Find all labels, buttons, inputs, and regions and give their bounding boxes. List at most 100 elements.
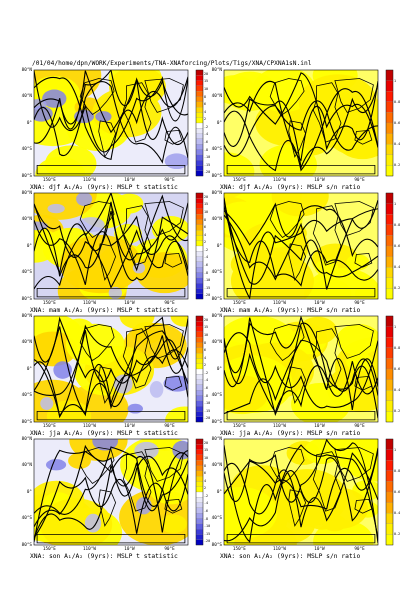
map-frame	[33, 192, 189, 300]
colorbar-segment	[195, 214, 204, 220]
latitude-label: 40°S	[21, 270, 32, 275]
contour-line	[224, 439, 378, 544]
positive-region	[224, 152, 255, 176]
longitude-label: 10°W	[314, 424, 325, 429]
colorbar-segment	[385, 112, 394, 124]
colorbar-segment	[385, 400, 394, 412]
coastline	[122, 205, 152, 266]
negative-region	[40, 397, 54, 411]
coastline	[122, 82, 152, 143]
colorbar-segment	[385, 91, 394, 102]
contour-line	[224, 199, 378, 290]
latitude-label: 40°N	[21, 340, 32, 345]
colorbar-tick-label: 0.8	[394, 222, 401, 227]
colorbar-tick-label: -4	[204, 255, 209, 260]
colorbar-tick-label: 8	[204, 94, 207, 99]
colorbar-segment	[385, 347, 394, 359]
colorbar-tick-label: 8	[204, 340, 207, 345]
panel-title: XNA: jja A₁/A₂ (9yrs): MSLP s/n ratio	[220, 430, 361, 437]
longitude-label: 10°W	[314, 547, 325, 552]
colorbar-segment	[385, 449, 394, 461]
colorbar-segment	[195, 528, 204, 535]
map-panel-son-tstat	[33, 438, 204, 546]
coastline	[334, 78, 374, 113]
colorbar-tick-label: 20	[204, 71, 209, 76]
longitude-label: 90°E	[164, 301, 175, 306]
latitude-label: 40°S	[211, 516, 222, 521]
negative-region	[77, 217, 105, 233]
colorbar-segment	[385, 523, 394, 535]
contour-line	[34, 462, 188, 539]
latitude-label: 80°N	[21, 313, 32, 319]
longitude-label: 110°W	[272, 178, 286, 183]
contour-line	[224, 100, 378, 157]
contour-line	[224, 316, 378, 411]
panel-title: XNA: jja A₁/A₂ (9yrs): MSLP t statistic	[30, 430, 178, 437]
colorbar-tick-label: 15	[204, 202, 209, 207]
longitude-label: 150°E	[232, 301, 246, 306]
positive-region	[271, 193, 329, 217]
colorbar-tick-label: 20	[204, 440, 209, 445]
colorbar-segment	[195, 96, 204, 102]
coastline	[354, 375, 373, 391]
negative-region	[149, 381, 164, 398]
colorbar-segment	[195, 449, 204, 456]
coastline	[269, 324, 305, 362]
colorbar-segment	[385, 315, 394, 327]
colorbar-segment	[195, 353, 204, 359]
colorbar-tick-label: -4	[204, 378, 209, 383]
latitude-label: 80°N	[211, 67, 222, 73]
negative-region	[74, 109, 95, 124]
colorbar-segment	[385, 192, 394, 204]
colorbar-frame	[385, 315, 394, 423]
coastline	[79, 447, 115, 485]
colorbar-frame	[195, 438, 204, 546]
coastline	[312, 451, 342, 512]
positive-region	[257, 220, 296, 248]
negative-region	[135, 497, 152, 515]
positive-region	[343, 439, 378, 482]
colorbar-tick-label: 15	[204, 79, 209, 84]
colorbar-segment	[195, 347, 204, 354]
colorbar-segment	[195, 208, 204, 215]
longitude-label: 10°W	[124, 178, 135, 183]
colorbar-tick-label: 8	[204, 217, 207, 222]
colorbar-segment	[195, 368, 204, 375]
contour-line	[34, 446, 188, 533]
colorbar-tick-label: 4	[204, 478, 207, 483]
longitude-label: 150°E	[42, 178, 56, 183]
coastline	[98, 120, 117, 158]
coastline	[144, 78, 184, 113]
colorbar-segment	[195, 170, 204, 177]
colorbar-segment	[385, 203, 394, 215]
colorbar-tick-label: -2	[204, 370, 209, 375]
colorbar-segment	[195, 406, 204, 412]
map-frame	[33, 69, 189, 177]
positive-region	[360, 128, 378, 152]
colorbar-segment	[385, 101, 394, 113]
colorbar-segment	[195, 288, 204, 294]
colorbar-tick-label: -10	[204, 401, 211, 406]
longitude-label: 110°W	[82, 547, 96, 552]
colorbar-tick-label: 20	[204, 194, 209, 199]
contour-line	[34, 215, 188, 285]
latitude-label: 40°N	[211, 340, 222, 345]
colorbar-tick-label: -20	[204, 539, 211, 544]
latitude-label: 80°S	[21, 542, 32, 548]
colorbar-tick-label: 1	[394, 201, 397, 206]
latitude-label: 80°S	[211, 296, 222, 302]
colorbar-tick-label: 4	[204, 109, 207, 114]
colorbar-segment	[195, 379, 204, 386]
colorbar-segment	[195, 470, 204, 477]
colorbar-segment	[195, 416, 204, 423]
colorbar-tick-label: -15	[204, 285, 211, 290]
colorbar-tick-label: 2	[204, 363, 207, 368]
contour-line	[34, 324, 188, 419]
colorbar-segment	[195, 363, 204, 370]
colorbar-segment	[195, 160, 204, 166]
colorbar-segment	[195, 165, 204, 171]
panel-title: XNA: son A₁/A₂ (9yrs): MSLP t statistic	[30, 553, 178, 560]
contour-line	[34, 203, 188, 289]
colorbar-segment	[195, 358, 204, 364]
coastline	[226, 534, 376, 544]
